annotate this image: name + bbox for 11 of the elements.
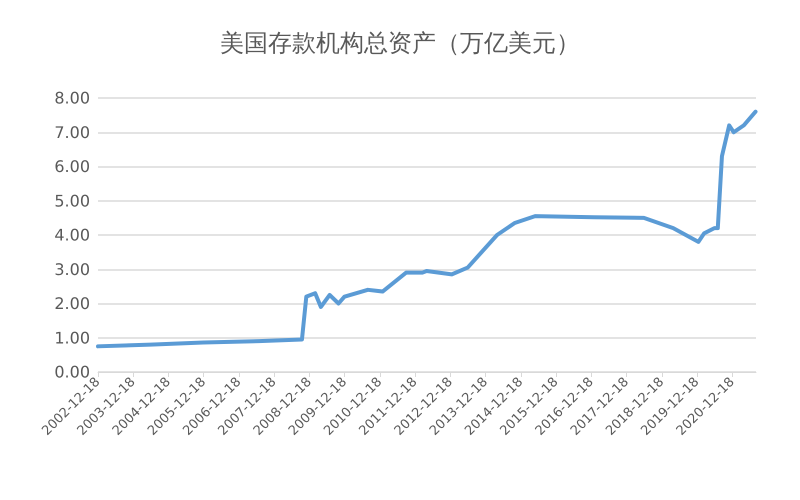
y-tick-label: 0.00 — [54, 362, 90, 382]
chart-title: 美国存款机构总资产（万亿美元） — [220, 29, 580, 57]
y-tick-label: 8.00 — [54, 88, 90, 108]
y-tick-label: 3.00 — [54, 260, 90, 279]
y-tick-label: 6.00 — [54, 157, 90, 176]
y-tick-label: 4.00 — [54, 226, 90, 244]
y-tick-label: 5.00 — [54, 191, 90, 210]
y-tick-label: 1.00 — [54, 328, 90, 348]
y-tick-label: 2.00 — [54, 294, 90, 313]
line-series — [96, 110, 758, 348]
y-tick-label: 7.00 — [54, 122, 90, 142]
